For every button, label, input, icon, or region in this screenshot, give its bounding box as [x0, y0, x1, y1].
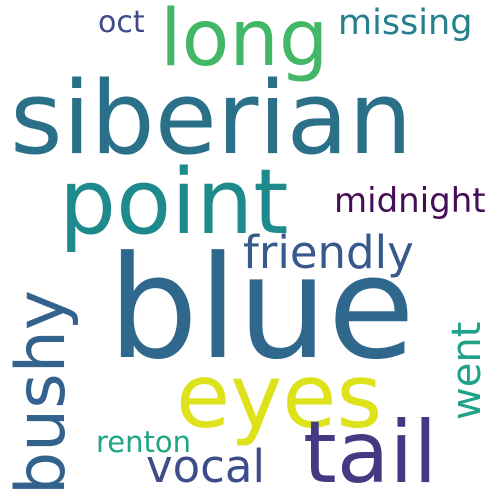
word-renton: renton — [96, 425, 192, 459]
word-missing: missing — [338, 3, 473, 43]
word-eyes: eyes — [176, 345, 383, 448]
word-vocal: vocal — [146, 440, 265, 493]
word-point: point — [59, 150, 289, 255]
word-tail: tail — [303, 403, 438, 500]
word-siberian: siberian — [10, 59, 413, 177]
word-long: long — [160, 0, 329, 84]
word-bushy: bushy — [2, 289, 81, 495]
word-midnight: midnight — [334, 181, 486, 221]
word-friendly: friendly — [243, 226, 414, 279]
word-went: went — [444, 321, 490, 420]
word-oct: oct — [98, 5, 145, 40]
word-blue: blue — [108, 226, 415, 391]
